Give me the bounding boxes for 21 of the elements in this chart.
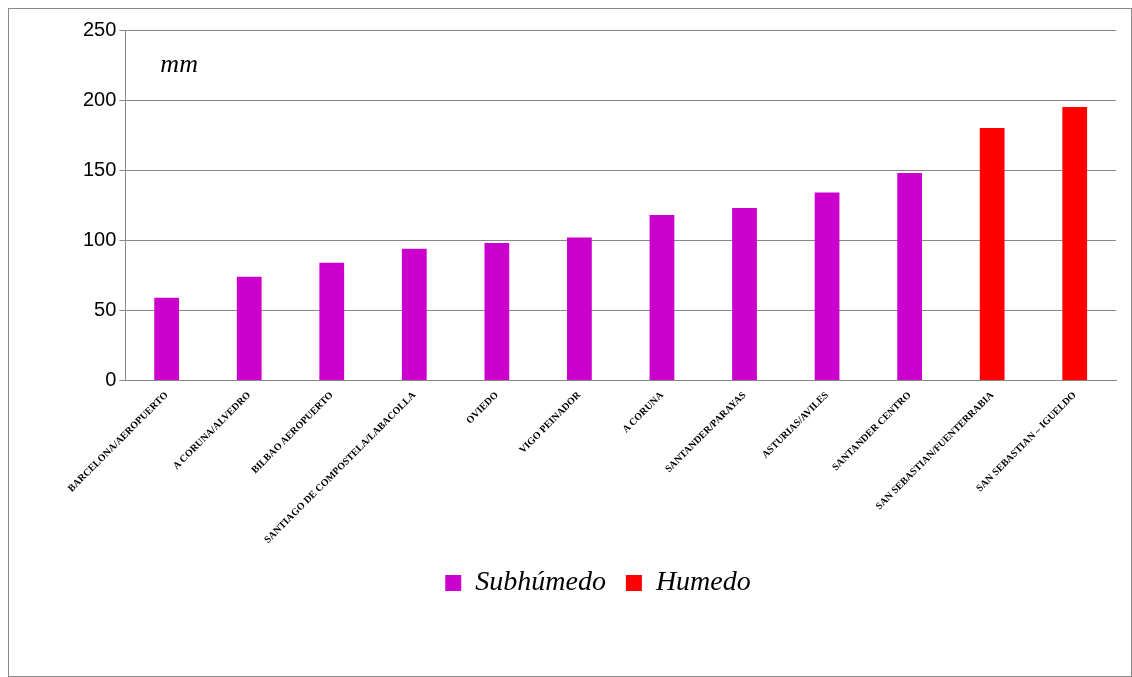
bar (484, 243, 510, 380)
y-tick-label: 150 (82, 157, 117, 180)
bar (1062, 107, 1088, 380)
legend-label: Subhúmedo (475, 565, 606, 597)
y-tick-label: 0 (105, 367, 117, 390)
bar (154, 297, 180, 380)
legend-label: Humedo (654, 565, 751, 597)
bar (814, 192, 840, 380)
bar (236, 276, 262, 380)
bar (649, 215, 675, 380)
bar (897, 172, 922, 380)
bar (319, 262, 345, 380)
y-axis-title: mm (160, 48, 198, 78)
y-tick-label: 100 (82, 227, 117, 250)
bar (567, 237, 592, 380)
y-tick-label: 250 (82, 17, 117, 40)
bar (401, 248, 427, 380)
bar (732, 208, 757, 380)
bar (979, 128, 1005, 380)
y-tick-label: 50 (94, 297, 117, 320)
y-tick-label: 200 (82, 87, 117, 110)
